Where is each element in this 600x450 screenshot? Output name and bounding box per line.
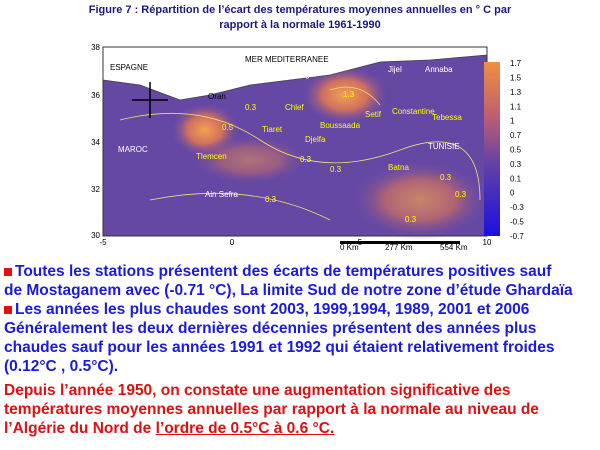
- place-label: Setif: [365, 110, 382, 119]
- colorbar: [484, 62, 500, 236]
- y-tick-label: 36: [91, 91, 100, 100]
- text-line: (0.12°C , 0.5°C).: [4, 358, 600, 376]
- text: Généralement les deux dernières décennie…: [4, 320, 537, 337]
- place-label: Alger: [298, 70, 317, 79]
- text: Les années les plus chaudes sont 2003, 1…: [15, 301, 530, 318]
- contour-label: 0.3: [265, 195, 277, 204]
- place-label: Tiaret: [262, 125, 283, 134]
- contour-label: 0.3: [440, 173, 452, 182]
- contour-label: 0.5: [222, 123, 234, 132]
- place-label: Djelfa: [305, 135, 326, 144]
- text-line: chaudes sauf pour les années 1991 et 199…: [4, 339, 600, 357]
- colorbar-label: 1.5: [510, 74, 522, 83]
- contour-label: 0.3: [300, 155, 312, 164]
- north-arrow: [132, 82, 168, 118]
- contour-label: 0.3: [405, 215, 417, 224]
- x-tick-label: -5: [99, 238, 107, 247]
- y-tick-label: 32: [91, 185, 100, 194]
- title: rapport à la normale 1961-1990: [219, 19, 381, 31]
- text-line: l’Algérie du Nord de l’ordre de 0.5°C à …: [4, 420, 600, 438]
- colorbar-label: 1.1: [510, 102, 522, 111]
- place-label: Annaba: [425, 65, 453, 74]
- text: Depuis l’année 1950, on constate une aug…: [4, 382, 511, 399]
- text: Toutes les stations présentent des écart…: [15, 263, 552, 280]
- text: l’Algérie du Nord de: [4, 420, 156, 437]
- place-label: Jijel: [388, 65, 402, 74]
- place-label: Constantine: [392, 107, 435, 116]
- colorbar-label: 1.3: [510, 88, 522, 97]
- y-tick-label: 34: [91, 138, 100, 147]
- colorbar-label: 0.1: [510, 174, 522, 183]
- text-line: Depuis l’année 1950, on constate une aug…: [4, 382, 600, 400]
- colorbar-label: 0: [510, 189, 515, 198]
- colorbar-label: -0.7: [510, 232, 524, 241]
- text-line: températures moyennes annuelles par rapp…: [4, 401, 600, 419]
- text: chaudes sauf pour les années 1991 et 199…: [4, 339, 555, 356]
- contour-label: 0.3: [245, 103, 257, 112]
- contours: [119, 86, 481, 221]
- text: (0.12°C , 0.5°C).: [4, 358, 119, 375]
- warm-zone: [350, 160, 490, 240]
- warm-zone: [300, 65, 390, 125]
- text-line: Généralement les deux dernières décennie…: [4, 320, 600, 338]
- contour-label: 0.3: [455, 190, 467, 199]
- place-label: Ain Sefra: [205, 190, 238, 199]
- warm-zone: [190, 135, 310, 185]
- scale-label: 554 Km: [440, 243, 468, 252]
- colorbar-label: 1: [510, 117, 515, 126]
- text-line: Les années les plus chaudes sont 2003, 1…: [4, 301, 600, 319]
- title: Figure 7 : Répartition de l’écart des te…: [88, 4, 512, 16]
- y-tick-label: 38: [91, 43, 100, 52]
- text: de Mostaganem avec (-0.71 °C), La limite…: [4, 282, 573, 299]
- text-line: Toutes les stations présentent des écart…: [4, 263, 600, 281]
- place-label: Chlef: [285, 103, 304, 112]
- place-label: MER MEDITERRANEE: [245, 55, 329, 64]
- text: températures moyennes annuelles par rapp…: [4, 401, 539, 418]
- colorbar-label: -0.5: [510, 218, 524, 227]
- place-label: ESPAGNE: [110, 63, 148, 72]
- contour-label: 1.3: [343, 90, 355, 99]
- colorbar-label: -0.3: [510, 203, 524, 212]
- colorbar-label: 1.7: [510, 59, 522, 68]
- contour-label: 0.3: [330, 165, 342, 174]
- scale-label: 0 Km: [340, 243, 359, 252]
- place-label: Boussaada: [320, 121, 361, 130]
- place-label: MAROC: [118, 145, 148, 154]
- place-label: Oran: [208, 92, 226, 101]
- scale-label: 277 Km: [385, 243, 413, 252]
- text-line: de Mostaganem avec (-0.71 °C), La limite…: [4, 282, 600, 300]
- place-label: TUNISIE: [428, 142, 460, 151]
- y-tick-label: 30: [91, 231, 100, 240]
- x-tick-label: 0: [230, 238, 235, 247]
- colorbar-label: 0.7: [510, 131, 522, 140]
- bullet: [4, 306, 12, 314]
- colorbar-label: 0.3: [510, 160, 522, 169]
- x-tick-label: 10: [483, 238, 492, 247]
- text: l’ordre de 0.5°C à 0.6 °C.: [155, 420, 335, 437]
- bullet: [4, 268, 12, 276]
- place-label: Tebessa: [432, 113, 462, 122]
- x-tick-label: 5: [358, 238, 363, 247]
- place-label: Tlemcen: [196, 152, 227, 161]
- colorbar-label: 0.5: [510, 146, 522, 155]
- scale-bar: [340, 241, 460, 244]
- place-label: Batna: [388, 163, 409, 172]
